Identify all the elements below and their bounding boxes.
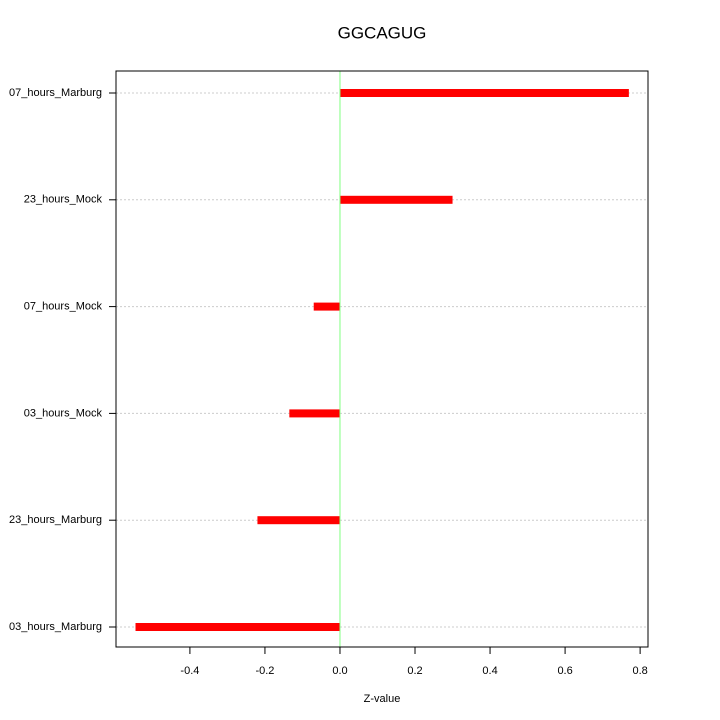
y-tick-label: 03_hours_Mock <box>24 407 103 419</box>
bar <box>339 195 453 204</box>
x-tick-label: 0.6 <box>557 665 572 677</box>
x-tick-label: 0.2 <box>407 665 422 677</box>
y-tick-label: 07_hours_Mock <box>24 301 103 313</box>
chart-title: GGCAGUG <box>338 23 427 42</box>
x-tick-label: -0.4 <box>180 665 199 677</box>
x-axis-label: Z-value <box>364 693 401 705</box>
bar <box>339 89 629 97</box>
y-tick-label: 23_hours_Mock <box>24 194 103 206</box>
y-tick-label: 03_hours_Marburg <box>9 621 102 633</box>
bar <box>135 623 340 631</box>
x-tick-label: 0.4 <box>482 665 497 677</box>
y-tick-label: 23_hours_Marburg <box>9 514 102 526</box>
bar <box>313 302 340 311</box>
x-tick-label: 0.8 <box>632 665 647 677</box>
x-tick-label: -0.2 <box>255 665 274 677</box>
bar <box>257 516 340 525</box>
x-tick-label: 0.0 <box>332 665 347 677</box>
plot-frame <box>115 70 649 648</box>
y-tick-label: 07_hours_Marburg <box>9 87 102 99</box>
bar <box>289 409 340 418</box>
